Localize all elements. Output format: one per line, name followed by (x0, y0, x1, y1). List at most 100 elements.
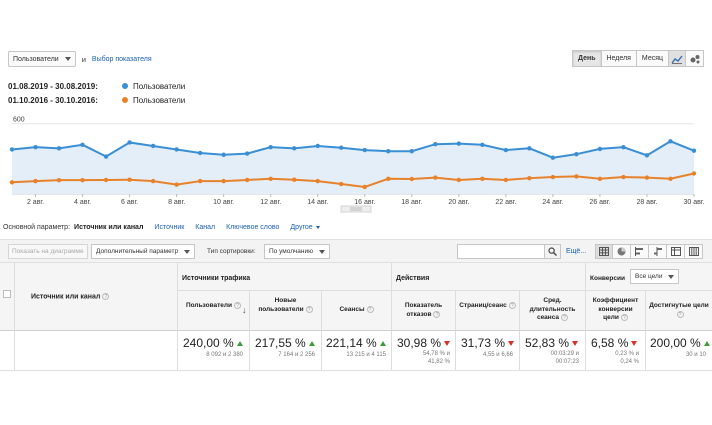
data-point-previous (456, 177, 462, 183)
arrow-down-icon (508, 341, 515, 347)
data-point-previous (80, 177, 85, 183)
header-users[interactable]: Пользователи? ↓ (178, 291, 250, 331)
pivot-view-button[interactable] (685, 244, 703, 259)
total-duration-cell: 52,83 % 00:03:29 и 00:07:23 (520, 331, 586, 371)
checkbox-header-cell (0, 263, 14, 331)
header-sessions[interactable]: Сеансы? (322, 291, 392, 331)
more-link[interactable]: Ещё... (566, 248, 587, 255)
data-point-current (9, 147, 15, 152)
arrow-up-icon (308, 341, 315, 347)
total-conv-rate-sub2: 0,24 % (620, 358, 639, 365)
x-tick-label: 4 авг. (74, 199, 91, 206)
bubble-chart-icon (690, 54, 699, 63)
dimension-other[interactable]: Другое (290, 224, 320, 231)
header-conv-rate-label: Коэффициент конверсии цели (592, 297, 639, 322)
group-conversions-label: Конверсии (590, 275, 625, 282)
header-goal-conversion-rate[interactable]: Коэффициент конверсии цели? (586, 291, 646, 331)
total-goals-text: 200,00 % (650, 336, 701, 350)
term-cloud-view-button[interactable] (667, 244, 685, 259)
legend-row-current: 01.08.2019 - 30.08.2019: Пользователи (8, 79, 185, 93)
select-all-checkbox[interactable] (3, 290, 11, 298)
header-bounce-rate[interactable]: Показатель отказов? (392, 291, 456, 331)
chevron-down-icon (315, 225, 320, 229)
total-sessions-value: 221,14 % (326, 336, 386, 350)
legend-label: Пользователи (133, 81, 186, 91)
arrow-up-icon (703, 341, 710, 347)
header-goals-label: Достигнутые цели (649, 302, 709, 309)
arrow-down-icon (444, 341, 451, 347)
total-bounce-text: 30,98 % (397, 336, 442, 350)
header-goal-completions[interactable]: Достигнутые цели? (646, 291, 712, 331)
data-point-current (456, 141, 462, 146)
period-month-button[interactable]: Месяц (636, 50, 670, 67)
data-point-previous (386, 176, 391, 181)
data-point-previous (127, 177, 132, 182)
total-bounce-sub: 54,78 % и 41,82 % (423, 351, 450, 366)
series-area-current (12, 141, 694, 194)
arrow-up-icon (236, 341, 243, 347)
x-tick-label: 22 авг. (495, 199, 516, 206)
table-search-input[interactable] (457, 244, 545, 259)
data-point-previous (9, 180, 15, 185)
dimension-source-medium: Источник или канал (74, 224, 144, 231)
header-new-users[interactable]: Новые пользователи? (250, 291, 322, 331)
dimension-medium[interactable]: Канал (195, 224, 216, 231)
motion-chart-button[interactable] (686, 50, 704, 67)
data-point-previous (56, 177, 62, 183)
x-tick-label: 20 авг. (448, 199, 469, 206)
total-users-sub: 8 092 и 2 380 (206, 352, 243, 358)
secondary-dimension-select[interactable]: Дополнительный параметр (91, 244, 196, 259)
total-duration-sub2: 00:07:23 (555, 358, 579, 365)
data-point-current (315, 143, 320, 149)
comparison-bars-icon (653, 247, 662, 256)
group-traffic: Источники трафика (178, 263, 392, 291)
bar-list-icon (634, 247, 643, 256)
performance-view-button[interactable] (631, 244, 649, 259)
header-avg-duration[interactable]: Сред. длительность сеанса? (520, 291, 586, 331)
dimension-keyword[interactable]: Ключевое слово (226, 224, 280, 231)
data-point-current (339, 145, 344, 150)
data-view-button[interactable] (595, 244, 613, 259)
data-point-current (292, 146, 297, 151)
percentage-view-button[interactable] (613, 244, 631, 259)
data-point-current (433, 142, 438, 147)
chevron-down-icon (668, 274, 675, 279)
header-pages-per-session[interactable]: Страниц/сеанс? (456, 291, 520, 331)
primary-dimension-bar: Основной параметр: Источник или канал Ис… (3, 224, 320, 231)
comparison-view-button[interactable] (649, 244, 667, 259)
data-point-previous (574, 174, 579, 179)
data-point-current (56, 146, 62, 151)
total-conv-rate-sub1: 0,23 % и (615, 351, 639, 357)
period-week-button[interactable]: Неделя (601, 50, 637, 67)
dimension-other-label: Другое (290, 224, 313, 231)
dimension-header[interactable]: Источник или канал? (14, 263, 178, 331)
chevron-down-icon (184, 249, 191, 254)
total-pages-text: 31,73 % (461, 336, 506, 350)
search-button[interactable] (544, 244, 561, 259)
total-conv-rate-value: 6,58 % (591, 336, 638, 350)
chevron-down-icon (318, 249, 325, 254)
data-point-previous (362, 184, 367, 190)
help-icon: ? (305, 305, 313, 313)
metric-select[interactable]: Пользователи (8, 51, 76, 67)
line-chart-button[interactable] (668, 50, 686, 67)
header-new-users-label: Новые пользователи (258, 297, 304, 313)
x-tick-label: 18 авг. (401, 199, 422, 206)
goal-select[interactable]: Все цели (630, 269, 680, 284)
primary-dimension-label: Основной параметр: (3, 224, 71, 231)
period-day-button[interactable]: День (572, 50, 602, 67)
data-point-previous (33, 178, 38, 184)
data-point-current (621, 144, 626, 150)
plot-rows-button[interactable]: Показать на диаграмме (8, 244, 88, 259)
sort-type-select[interactable]: По умолчанию (264, 244, 330, 259)
x-tick-label: 24 авг. (542, 199, 563, 206)
choose-metric-link[interactable]: Выбор показателя (91, 55, 152, 63)
total-goals-sub: 30 и 10 (685, 352, 706, 358)
data-point-previous (174, 182, 179, 187)
arrow-up-icon (379, 341, 386, 347)
x-tick-label: 14 авг. (307, 199, 328, 206)
data-point-current (550, 155, 556, 160)
dimension-source[interactable]: Источник (154, 224, 185, 231)
chart-legend: 01.08.2019 - 30.08.2019: Пользователи 01… (8, 79, 185, 107)
period-switcher: День Неделя Месяц (572, 50, 670, 67)
